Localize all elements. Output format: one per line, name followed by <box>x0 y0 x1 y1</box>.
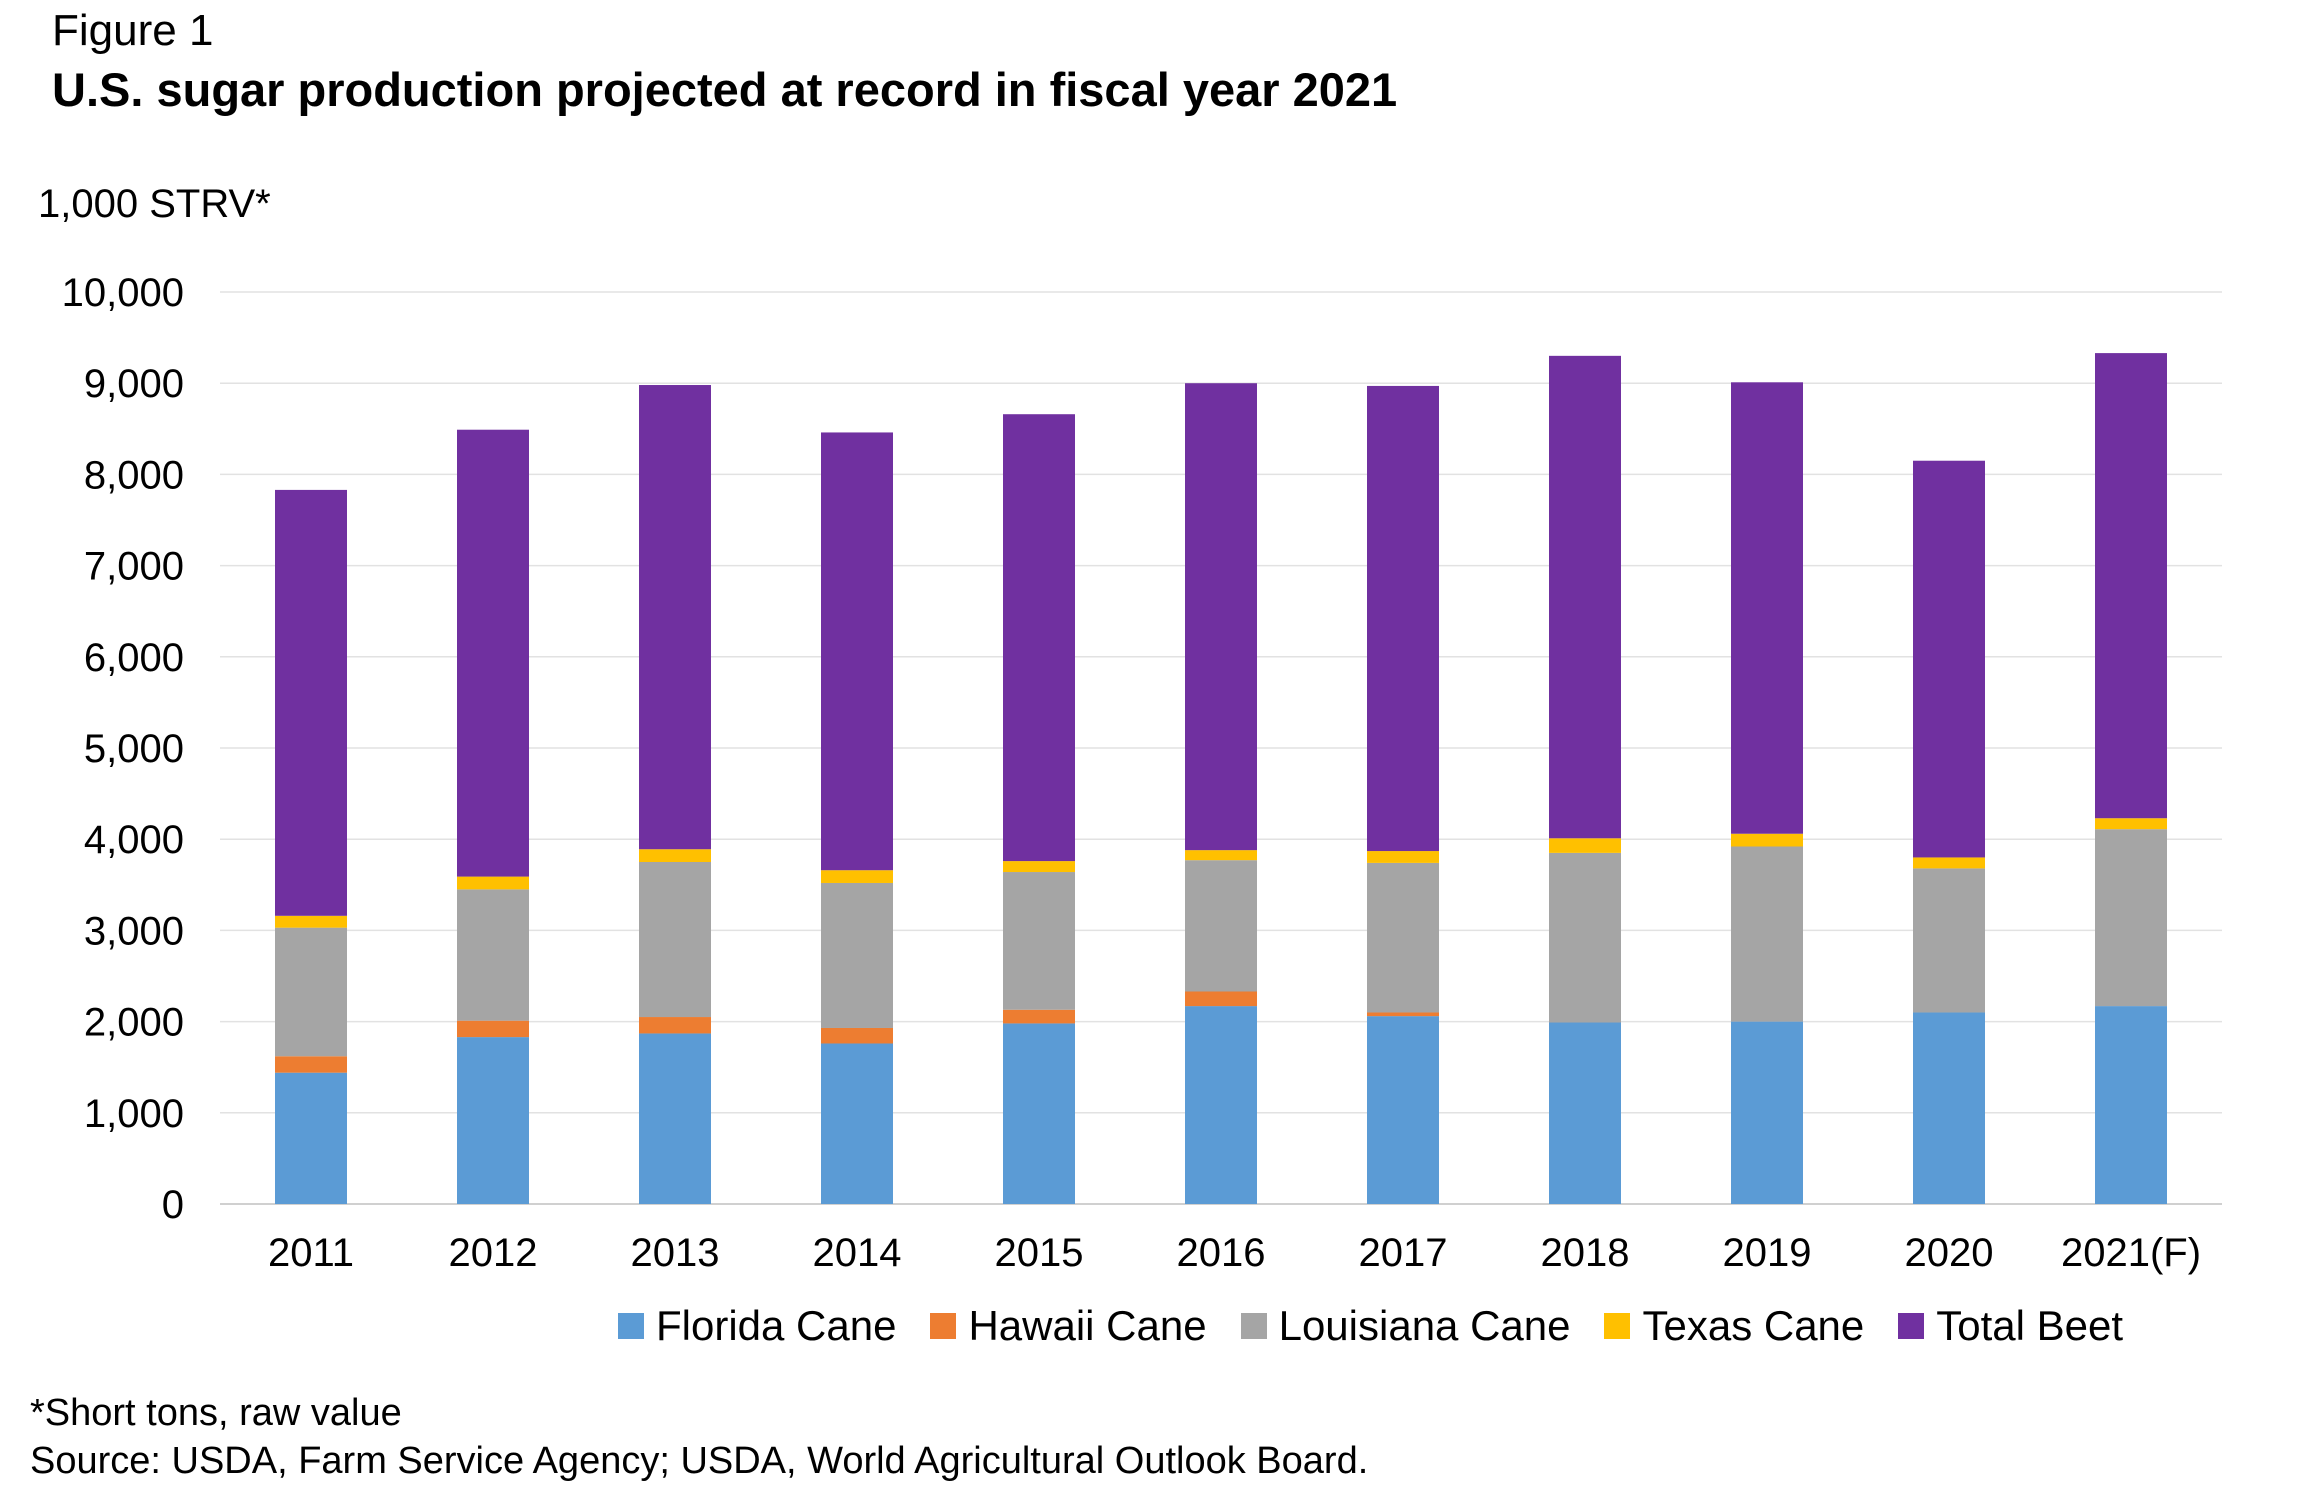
bar-texas-cane <box>1549 838 1621 853</box>
legend-swatch <box>1604 1313 1631 1339</box>
y-tick-label: 9,000 <box>84 362 184 406</box>
y-tick-label: 10,000 <box>62 271 184 315</box>
legend: Florida Cane Hawaii Cane Louisiana Cane Tex… <box>618 1302 2157 1350</box>
x-tick-label: 2012 <box>449 1231 538 1275</box>
bar-total-beet <box>1003 414 1075 862</box>
y-axis-label: 1,000 STRV* <box>38 182 271 226</box>
legend-item: Hawaii Cane <box>930 1302 1207 1350</box>
y-tick-label: 3,000 <box>84 909 184 953</box>
x-tick-label: 2015 <box>995 1231 1084 1275</box>
x-tick-label: 2011 <box>268 1231 354 1275</box>
bar-texas-cane <box>1731 833 1803 847</box>
bar-florida-cane <box>821 1043 893 1204</box>
bar-total-beet <box>1185 383 1257 851</box>
legend-label: Hawaii Cane <box>968 1302 1207 1349</box>
bar-louisiana-cane <box>1913 868 1985 1013</box>
legend-label: Texas Cane <box>1642 1302 1865 1349</box>
bar-total-beet <box>2095 353 2167 819</box>
legend-item: Total Beet <box>1898 1302 2123 1350</box>
x-tick-label: 2018 <box>1541 1231 1630 1275</box>
y-tick-label: 0 <box>162 1183 184 1227</box>
x-tick-label: 2021(F) <box>2061 1231 2201 1275</box>
source-note: Source: USDA, Farm Service Agency; USDA,… <box>30 1440 1369 1482</box>
bar-florida-cane <box>639 1033 711 1204</box>
bar-total-beet <box>1367 385 1439 852</box>
bar-hawaii-cane <box>821 1027 893 1044</box>
bar-texas-cane <box>1003 861 1075 873</box>
bar-louisiana-cane <box>1731 846 1803 1022</box>
bar-texas-cane <box>457 876 529 890</box>
bar-texas-cane <box>1367 851 1439 863</box>
legend-item: Texas Cane <box>1604 1302 1864 1350</box>
bar-total-beet <box>821 432 893 871</box>
bar-louisiana-cane <box>1549 852 1621 1023</box>
bar-louisiana-cane <box>2095 829 2167 1007</box>
bar-total-beet <box>1549 355 1621 839</box>
bar-hawaii-cane <box>275 1056 347 1073</box>
y-tick-label: 6,000 <box>84 636 184 680</box>
bar-florida-cane <box>1913 1012 1985 1204</box>
bar-louisiana-cane <box>275 927 347 1057</box>
legend-swatch <box>1240 1313 1267 1339</box>
legend-item: Florida Cane <box>618 1302 896 1350</box>
legend-swatch <box>930 1313 957 1339</box>
bar-texas-cane <box>275 915 347 928</box>
y-tick-label: 8,000 <box>84 453 184 497</box>
legend-swatch <box>1898 1313 1925 1339</box>
bar-florida-cane <box>1731 1021 1803 1204</box>
bar-louisiana-cane <box>821 882 893 1028</box>
bar-florida-cane <box>1185 1006 1257 1204</box>
x-tick-label: 2014 <box>813 1231 902 1275</box>
bar-florida-cane <box>1367 1016 1439 1204</box>
bar-florida-cane <box>275 1072 347 1204</box>
bar-louisiana-cane <box>457 889 529 1021</box>
bar-texas-cane <box>1913 857 1985 869</box>
bar-louisiana-cane <box>1185 860 1257 992</box>
bar-hawaii-cane <box>1003 1009 1075 1024</box>
bar-louisiana-cane <box>639 862 711 1018</box>
x-tick-label: 2019 <box>1723 1231 1812 1275</box>
bar-hawaii-cane <box>1185 991 1257 1007</box>
x-tick-label: 2013 <box>631 1231 720 1275</box>
bar-total-beet <box>275 489 347 916</box>
x-tick-label: 2017 <box>1359 1231 1448 1275</box>
bar-texas-cane <box>2095 818 2167 830</box>
legend-label: Total Beet <box>1936 1302 2124 1349</box>
y-tick-label: 1,000 <box>84 1092 184 1136</box>
footnote: *Short tons, raw value <box>30 1392 402 1434</box>
bar-florida-cane <box>457 1037 529 1204</box>
legend-swatch <box>618 1313 644 1339</box>
bar-louisiana-cane <box>1003 872 1075 1010</box>
y-tick-label: 7,000 <box>84 545 184 589</box>
chart-plot: 0 1,000 2,000 3,000 4,000 5,000 6,000 7,000 8,00… <box>62 271 2222 1275</box>
bar-florida-cane <box>1003 1023 1075 1204</box>
bar-hawaii-cane <box>457 1020 529 1038</box>
legend-item: Louisiana Cane <box>1240 1302 1571 1350</box>
y-tick-label: 2,000 <box>84 1001 184 1045</box>
y-tick-label: 4,000 <box>84 818 184 862</box>
bar-total-beet <box>639 385 711 850</box>
x-tick-label: 2020 <box>1905 1231 1994 1275</box>
bar-florida-cane <box>2095 1006 2167 1204</box>
bar-texas-cane <box>639 849 711 862</box>
bar-hawaii-cane <box>639 1017 711 1034</box>
figure-label: Figure 1 <box>52 6 214 55</box>
bar-texas-cane <box>1185 850 1257 861</box>
bar-total-beet <box>1913 460 1985 858</box>
bar-florida-cane <box>1549 1022 1621 1204</box>
legend-label: Louisiana Cane <box>1278 1302 1571 1349</box>
bar-louisiana-cane <box>1367 862 1439 1013</box>
y-tick-label: 5,000 <box>84 727 184 771</box>
chart-title: U.S. sugar production projected at recor… <box>52 63 1398 116</box>
bar-texas-cane <box>821 870 893 883</box>
legend-label: Florida Cane <box>656 1302 897 1349</box>
x-tick-label: 2016 <box>1177 1231 1266 1275</box>
bar-hawaii-cane <box>1367 1012 1439 1017</box>
bar-total-beet <box>1731 382 1803 834</box>
bar-total-beet <box>457 429 529 877</box>
